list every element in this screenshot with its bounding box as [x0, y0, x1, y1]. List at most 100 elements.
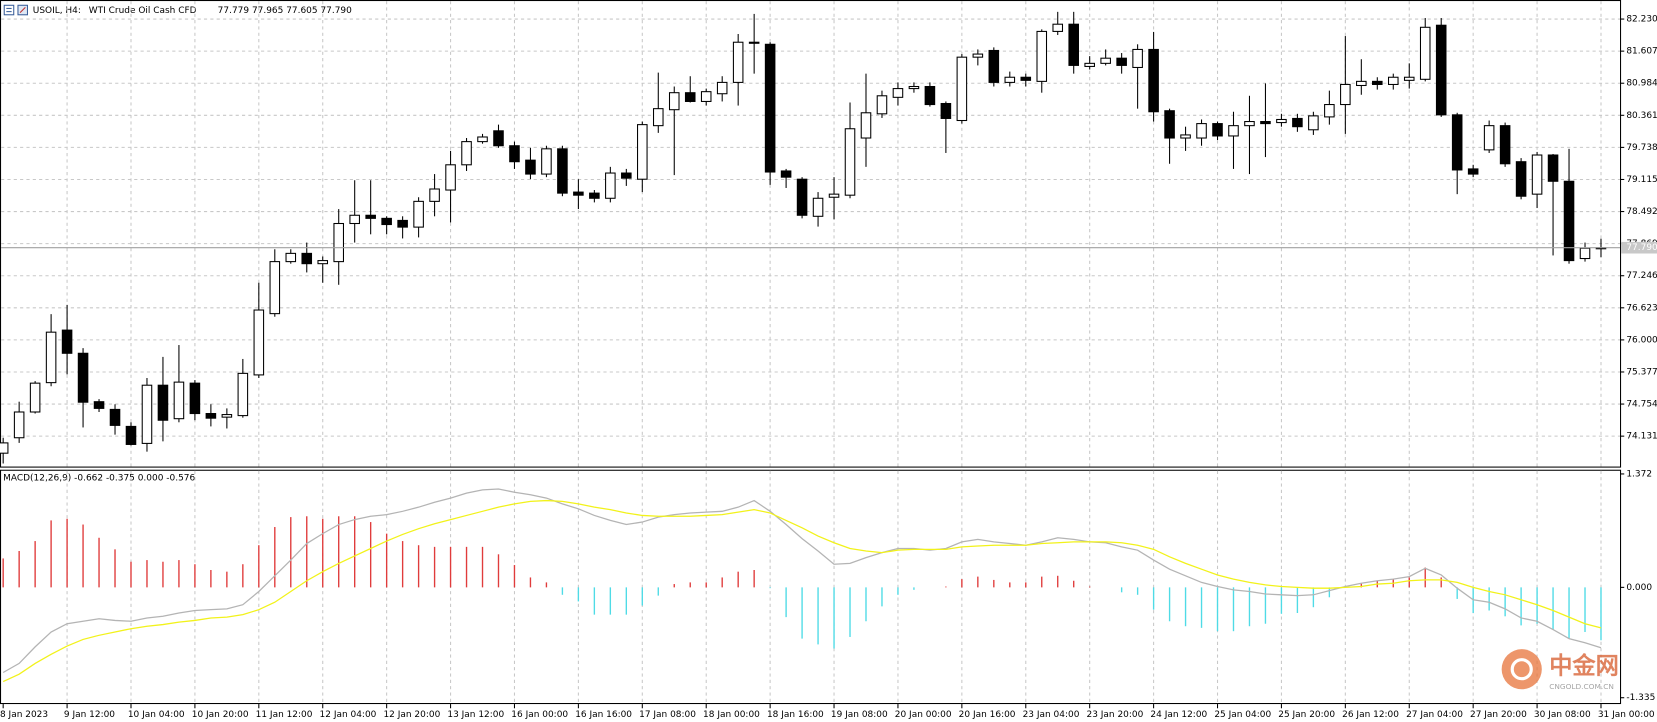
- x-tick-label: 10 Jan 20:00: [192, 710, 249, 720]
- candle-body: [29, 382, 41, 413]
- y-tick-label: 78.492: [1626, 207, 1657, 217]
- candle-body: [908, 85, 920, 90]
- x-tick-label: 18 Jan 16:00: [767, 710, 824, 720]
- candle-body: [1451, 114, 1463, 171]
- symbol-icons: [3, 4, 29, 16]
- candle-body: [684, 92, 696, 102]
- watermark-name: 中金网: [1549, 653, 1619, 680]
- candle-body: [621, 172, 632, 179]
- candle-body: [1260, 121, 1271, 125]
- candle-body: [93, 401, 105, 409]
- x-tick-label: 19 Jan 08:00: [831, 710, 888, 720]
- candle-body: [1276, 118, 1287, 124]
- y-tick-label: -1.335: [1626, 693, 1655, 703]
- candle-body: [924, 85, 936, 106]
- candle-body: [668, 92, 680, 111]
- price-label-box: [1621, 241, 1657, 254]
- candle-body: [652, 108, 664, 127]
- candle-body: [461, 141, 472, 166]
- y-tick-label: 82.230: [1626, 15, 1657, 25]
- x-tick-label: 20 Jan 00:00: [895, 710, 952, 720]
- x-tick-label: 11 Jan 12:00: [256, 710, 313, 720]
- candle-body: [605, 172, 616, 199]
- x-tick-label: 16 Jan 16:00: [575, 710, 632, 720]
- y-tick-label: 77.246: [1626, 271, 1657, 281]
- candle-body: [1419, 26, 1431, 80]
- candle-body: [988, 49, 1000, 83]
- candle-body: [1403, 76, 1415, 81]
- candle-body: [796, 178, 808, 216]
- candle-body: [221, 414, 233, 418]
- candle-body: [1180, 134, 1191, 139]
- candle-body: [1036, 30, 1048, 82]
- x-tick-label: 26 Jan 12:00: [1342, 710, 1399, 720]
- x-tick-label: 10 Jan 04:00: [128, 710, 185, 720]
- candle-body: [940, 102, 952, 119]
- y-tick-label: 76.623: [1626, 303, 1657, 313]
- candle-body: [349, 214, 360, 225]
- indicator-line: [2, 488, 1602, 674]
- x-tick-label: 9 Jan 12:00: [64, 710, 115, 720]
- watermark: 中金网 CNGOLD.COM.CN: [1501, 649, 1619, 691]
- candle-body: [1052, 23, 1064, 32]
- candle-body: [1499, 125, 1511, 165]
- x-tick-label: 25 Jan 20:00: [1278, 710, 1335, 720]
- candle-body: [61, 329, 73, 354]
- x-tick-label: 25 Jan 04:00: [1214, 710, 1271, 720]
- candle-body: [828, 193, 840, 198]
- candle-body: [1004, 76, 1016, 83]
- candle-body: [1563, 180, 1575, 262]
- ohlc-values: 77.779 77.965 77.605 77.790: [218, 6, 352, 16]
- x-tick-label: 12 Jan 04:00: [320, 710, 377, 720]
- candle-body: [573, 191, 584, 196]
- x-tick-label: 23 Jan 20:00: [1087, 710, 1144, 720]
- candle-body: [237, 372, 249, 417]
- candle-body: [493, 130, 504, 147]
- x-tick-label: 8 Jan 2023: [0, 710, 48, 720]
- candle-body: [1579, 247, 1591, 260]
- candle-body: [844, 128, 856, 196]
- candle-body: [780, 170, 792, 178]
- candle-body: [13, 411, 25, 439]
- price-label: 77.790: [1626, 243, 1657, 253]
- candle-body: [205, 413, 217, 419]
- candle-body: [141, 384, 153, 444]
- candle-body: [1244, 121, 1255, 127]
- candle-body: [637, 124, 648, 180]
- y-tick-label: 0.000: [1626, 583, 1652, 593]
- candle-body: [173, 381, 185, 420]
- candle-body: [1515, 161, 1527, 197]
- price-panel: [0, 0, 1622, 468]
- x-tick-label: 30 Jan 08:00: [1534, 710, 1591, 720]
- x-tick-label: 17 Jan 08:00: [639, 710, 696, 720]
- candle-body: [1212, 123, 1223, 137]
- candle-body: [397, 219, 408, 228]
- candle-body: [1435, 24, 1447, 116]
- candle-body: [189, 382, 201, 415]
- candle-body: [1467, 168, 1479, 175]
- candle-body: [956, 56, 968, 122]
- candle-body: [1084, 62, 1095, 67]
- candle-body: [764, 43, 776, 173]
- candle-body: [0, 442, 9, 454]
- y-tick-label: 76.000: [1626, 335, 1657, 345]
- candle-body: [317, 260, 329, 265]
- candle-body: [557, 148, 568, 194]
- candle-body: [477, 136, 488, 143]
- candle-body: [1068, 23, 1079, 66]
- candle-body: [253, 309, 265, 376]
- candle-body: [860, 112, 872, 139]
- x-tick-label: 16 Jan 00:00: [511, 710, 568, 720]
- candle-body: [1148, 48, 1159, 113]
- y-tick-label: 1.372: [1626, 469, 1652, 479]
- candle-body: [732, 41, 744, 83]
- candle-body: [45, 331, 57, 384]
- y-tick-label: 74.131: [1626, 432, 1657, 442]
- x-tick-label: 13 Jan 12:00: [447, 710, 504, 720]
- symbol-description: WTI Crude Oil Cash CFD: [89, 6, 197, 16]
- y-tick-label: 81.607: [1626, 47, 1657, 57]
- candle-body: [1100, 57, 1111, 64]
- candle-body: [716, 81, 728, 95]
